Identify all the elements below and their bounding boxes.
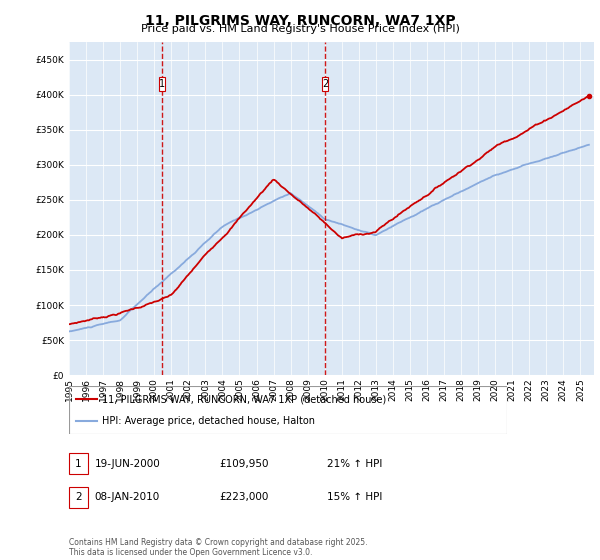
- Text: 15% ↑ HPI: 15% ↑ HPI: [327, 492, 382, 502]
- Text: 11, PILGRIMS WAY, RUNCORN, WA7 1XP: 11, PILGRIMS WAY, RUNCORN, WA7 1XP: [145, 14, 455, 28]
- FancyBboxPatch shape: [322, 77, 328, 91]
- Text: £223,000: £223,000: [219, 492, 268, 502]
- Text: 11, PILGRIMS WAY, RUNCORN, WA7 1XP (detached house): 11, PILGRIMS WAY, RUNCORN, WA7 1XP (deta…: [102, 394, 386, 404]
- Text: HPI: Average price, detached house, Halton: HPI: Average price, detached house, Halt…: [102, 416, 315, 426]
- Text: 21% ↑ HPI: 21% ↑ HPI: [327, 459, 382, 469]
- Text: Contains HM Land Registry data © Crown copyright and database right 2025.
This d: Contains HM Land Registry data © Crown c…: [69, 538, 367, 557]
- Text: £109,950: £109,950: [219, 459, 269, 469]
- Text: Price paid vs. HM Land Registry's House Price Index (HPI): Price paid vs. HM Land Registry's House …: [140, 24, 460, 34]
- Text: 2: 2: [322, 79, 328, 89]
- FancyBboxPatch shape: [159, 77, 166, 91]
- Text: 08-JAN-2010: 08-JAN-2010: [95, 492, 160, 502]
- Text: 19-JUN-2000: 19-JUN-2000: [95, 459, 161, 469]
- Text: 1: 1: [75, 459, 82, 469]
- Text: 1: 1: [159, 79, 166, 89]
- Text: 2: 2: [75, 492, 82, 502]
